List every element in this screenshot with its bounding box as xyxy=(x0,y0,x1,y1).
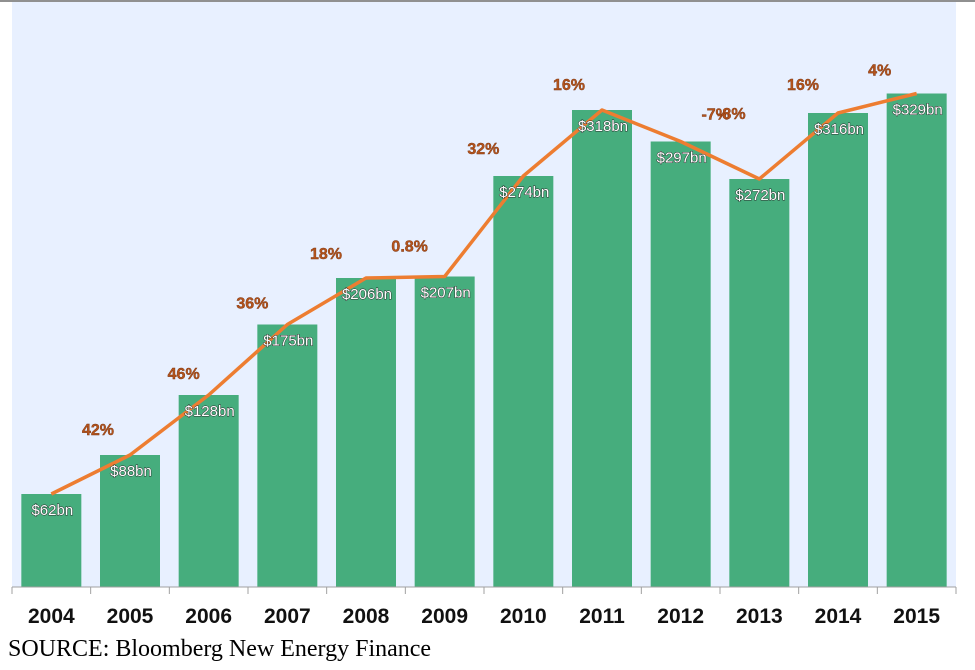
value-label-2013: $272bn xyxy=(735,187,785,204)
tick-label-2009: 2009 xyxy=(421,605,468,628)
bar-2008 xyxy=(336,278,396,587)
tick-label-2014: 2014 xyxy=(815,605,862,628)
tick-label-2015: 2015 xyxy=(893,605,940,628)
value-label-2014: $316bn xyxy=(814,121,864,138)
plot-area xyxy=(12,2,956,587)
tick-label-2006: 2006 xyxy=(185,605,232,628)
bar-2015 xyxy=(886,93,947,587)
bar-2004 xyxy=(21,494,82,587)
growth-label-2008: 18% xyxy=(310,246,342,263)
value-label-2009: $207bn xyxy=(421,285,471,302)
bar-2007 xyxy=(257,324,318,587)
value-label-2006: $128bn xyxy=(185,403,235,420)
tick-label-2013: 2013 xyxy=(736,605,783,628)
growth-line xyxy=(50,91,918,496)
bar-2014 xyxy=(808,113,868,587)
growth-label-2011: 16% xyxy=(553,77,585,94)
bar-2011 xyxy=(572,110,632,587)
tick-label-2011: 2011 xyxy=(579,605,625,628)
bar-2012 xyxy=(650,141,711,587)
source-note: SOURCE: Bloomberg New Energy Finance xyxy=(8,636,432,662)
tick-label-2005: 2005 xyxy=(107,605,154,628)
tick-label-2010: 2010 xyxy=(500,605,547,628)
value-label-2011: $318bn xyxy=(578,118,628,135)
growth-label-2007: 36% xyxy=(236,296,268,313)
value-label-2012: $297bn xyxy=(657,150,707,167)
bar-2010 xyxy=(493,176,554,587)
growth-label-2005: 42% xyxy=(82,422,114,439)
growth-label-2006: 46% xyxy=(168,366,200,383)
bar-2009 xyxy=(414,276,475,587)
growth-label-2014: 16% xyxy=(787,77,819,94)
growth-label-2010: 32% xyxy=(467,141,499,158)
value-label-2015: $329bn xyxy=(893,102,943,119)
tick-label-2012: 2012 xyxy=(657,605,704,628)
growth-label-2009: 0.8% xyxy=(391,239,427,256)
tick-label-2004: 2004 xyxy=(28,605,75,628)
tick-label-2008: 2008 xyxy=(343,605,390,628)
growth-label-2015: 4% xyxy=(868,63,891,80)
bar-2005 xyxy=(100,455,160,587)
growth-label-2013: -8% xyxy=(717,106,745,123)
bar-2013 xyxy=(729,179,790,587)
value-label-2010: $274bn xyxy=(499,184,549,201)
value-label-2007: $175bn xyxy=(263,333,313,350)
growth-label-2012: -7% xyxy=(701,107,729,124)
value-label-2008: $206bn xyxy=(342,286,392,303)
value-label-2004: $62bn xyxy=(31,502,73,519)
tick-label-2007: 2007 xyxy=(264,605,311,628)
value-label-2005: $88bn xyxy=(110,463,152,480)
bar-2006 xyxy=(178,395,239,587)
